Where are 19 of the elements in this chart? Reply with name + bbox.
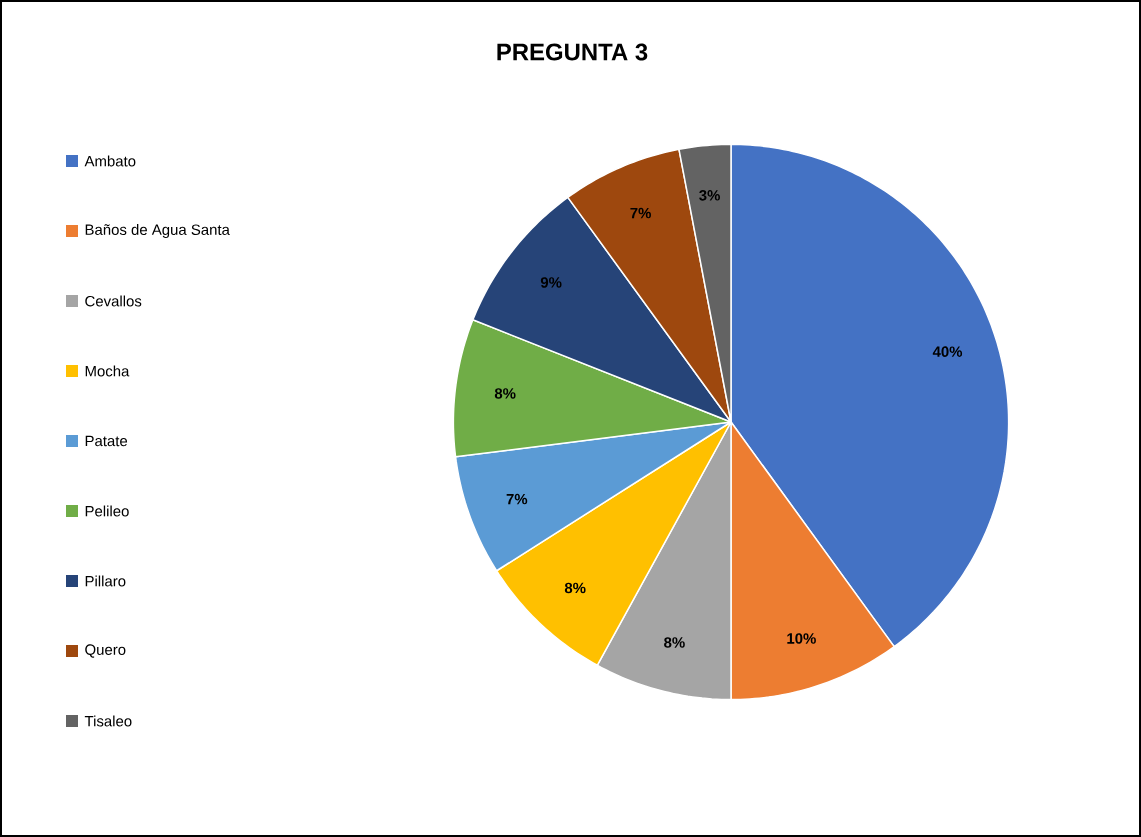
data-label: 7% [630, 207, 651, 219]
legend-label: Pelileo [85, 505, 129, 517]
chart-title: PREGUNTA 3 [497, 43, 648, 61]
legend-label: Patate [85, 435, 128, 447]
legend-label: Pillaro [85, 575, 126, 587]
legend-label: Cevallos [85, 295, 142, 307]
data-label: 40% [932, 346, 963, 357]
data-label: 8% [664, 637, 685, 648]
data-label: 10% [787, 633, 816, 644]
legend-label: Baños de Agua Santa [85, 224, 230, 238]
data-label: 3% [699, 190, 720, 201]
data-label: 9% [540, 277, 562, 288]
data-label: 8% [494, 388, 516, 399]
legend-label: Tisaleo [84, 715, 132, 727]
legend-label: Quero [85, 644, 126, 658]
legend-label: Mocha [85, 365, 130, 377]
legend-label: Ambato [84, 155, 136, 167]
data-label: 7% [506, 493, 528, 505]
data-label: 8% [564, 582, 586, 594]
